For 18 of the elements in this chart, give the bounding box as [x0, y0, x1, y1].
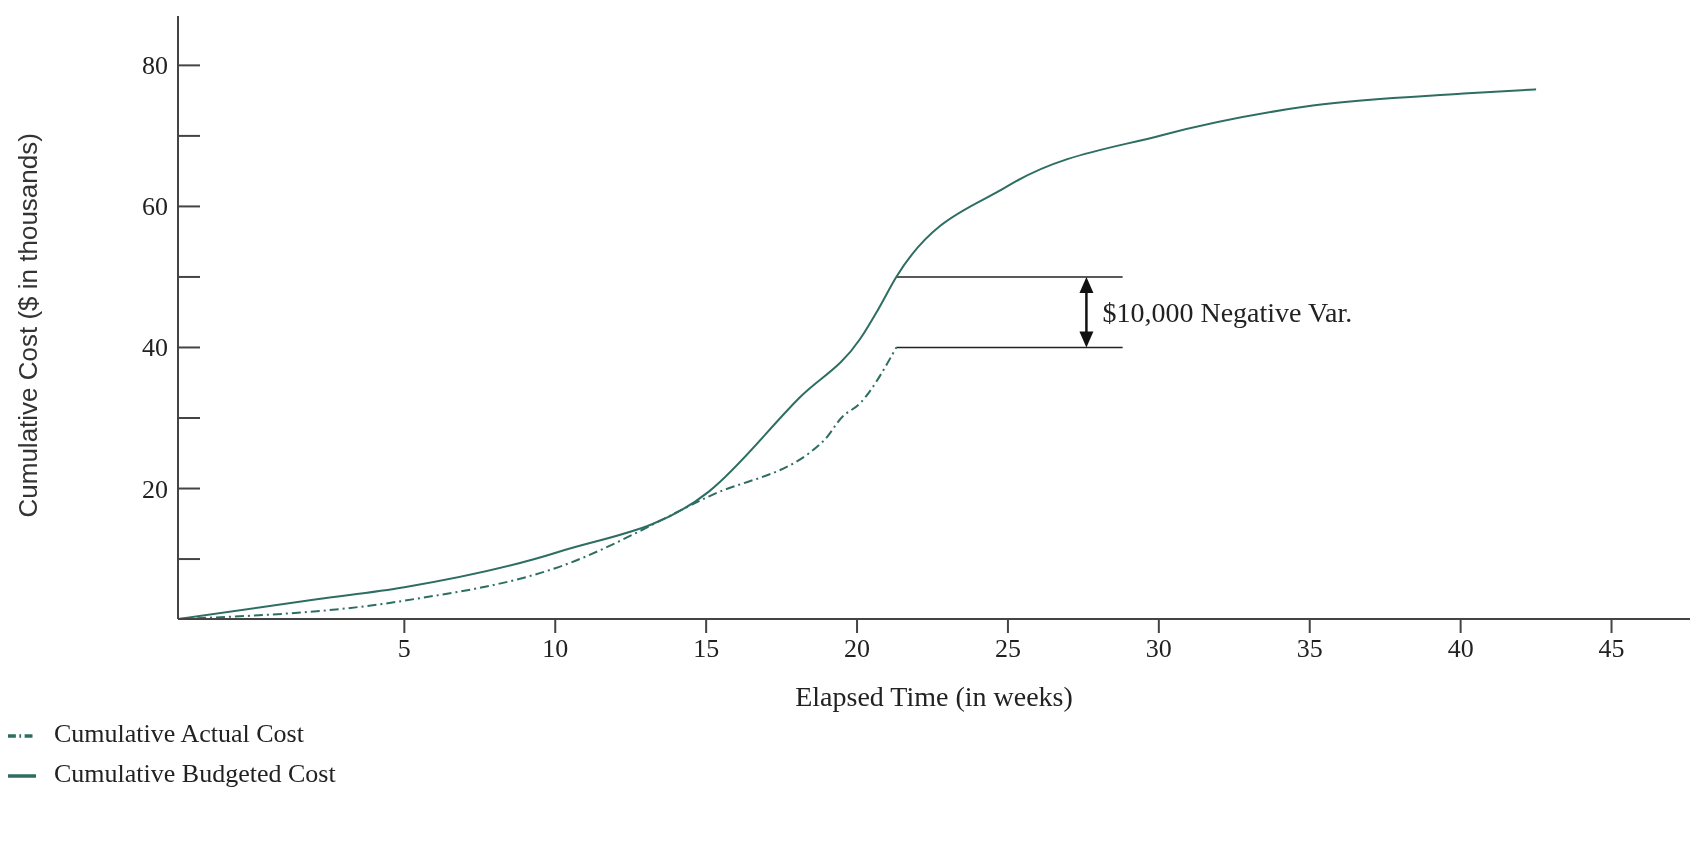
x-tick-label: 30 — [1145, 634, 1172, 664]
x-tick-label: 20 — [844, 634, 871, 664]
annotation: $10,000 Negative Var. — [1102, 297, 1353, 329]
y-tick-label: 80 — [142, 51, 168, 81]
x-tick-label: 40 — [1447, 634, 1474, 664]
y-axis-title: Cumulative Cost ($ in thousands) — [13, 133, 44, 518]
x-tick-label: 45 — [1598, 634, 1625, 664]
x-tick-label: 35 — [1296, 634, 1323, 664]
y-tick-label: 20 — [142, 474, 168, 504]
x-tick-label: 15 — [693, 634, 720, 664]
x-tick-label: 5 — [397, 634, 411, 664]
x-tick-label: 25 — [994, 634, 1021, 664]
x-axis-title: Elapsed Time (in weeks) — [795, 681, 1073, 712]
y-tick-label: 40 — [142, 333, 168, 363]
legend-label: Cumulative Actual Cost — [54, 719, 304, 748]
x-tick-label: 10 — [542, 634, 569, 664]
y-tick-label: 60 — [142, 192, 168, 222]
legend-label: Cumulative Budgeted Cost — [54, 759, 336, 788]
